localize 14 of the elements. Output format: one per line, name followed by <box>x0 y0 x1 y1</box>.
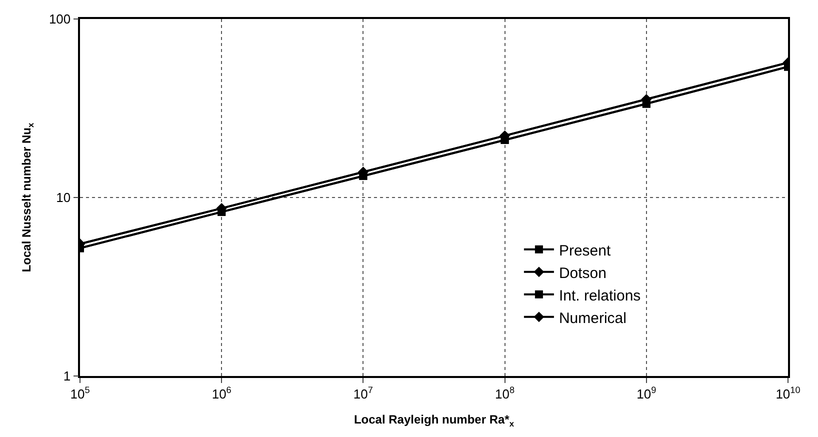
x-tick-label: 10$^{10}$ <box>776 384 800 402</box>
x-axis-title: Local Rayleigh number Ra*$_{x}$ <box>354 412 514 428</box>
legend-label: Numerical <box>558 310 626 327</box>
x-tick-label: 10$^{7}$ <box>353 384 373 402</box>
y-tick-label: 1 <box>63 368 71 384</box>
legend-label: Int. relations <box>558 287 641 304</box>
x-tick-label: 10$^{5}$ <box>70 384 90 402</box>
y-tick-label: 100 <box>48 12 71 27</box>
x-tick-label: 10$^{8}$ <box>495 384 515 402</box>
x-tick-label: 10$^{9}$ <box>636 384 656 402</box>
legend-label: Present <box>558 242 612 260</box>
legend-label: Dotson <box>558 264 606 282</box>
x-tick-label: 10$^{6}$ <box>212 384 232 402</box>
y-tick-label: 10 <box>56 190 71 206</box>
